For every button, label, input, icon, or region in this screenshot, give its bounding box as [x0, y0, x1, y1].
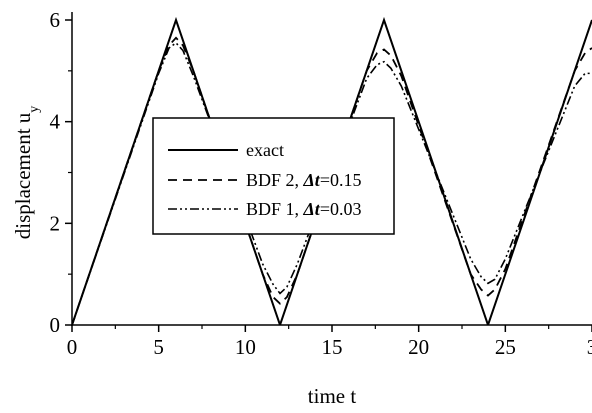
legend-label: BDF 1, Δt=0.03	[246, 199, 361, 219]
y-tick-label: 2	[50, 211, 61, 235]
x-tick-label: 3	[587, 335, 592, 359]
legend-box	[152, 117, 395, 235]
y-tick-label: 4	[50, 110, 61, 134]
x-tick-label: 10	[235, 335, 256, 359]
x-tick-label: 5	[153, 335, 164, 359]
x-tick-label: 25	[495, 335, 516, 359]
x-axis-label: time t	[308, 384, 357, 408]
legend-label: BDF 2, Δt=0.15	[246, 170, 361, 190]
x-tick-label: 0	[67, 335, 78, 359]
y-axis-label-subscript: y	[27, 106, 42, 113]
y-axis-label: displacement uy	[11, 106, 42, 240]
x-tick-label: 20	[408, 335, 429, 359]
legend-label: exact	[246, 140, 284, 160]
y-axis-label-main: displacement u	[11, 112, 35, 239]
y-tick-label: 0	[50, 313, 61, 337]
legend: exact BDF 2, Δt=0.15 BDF 1, Δt=0.03	[152, 117, 395, 235]
series-line-bdf1	[72, 41, 592, 325]
y-tick-label: 6	[50, 8, 61, 32]
x-tick-label: 15	[322, 335, 343, 359]
legend-items: exact BDF 2, Δt=0.15 BDF 1, Δt=0.03	[168, 140, 361, 219]
